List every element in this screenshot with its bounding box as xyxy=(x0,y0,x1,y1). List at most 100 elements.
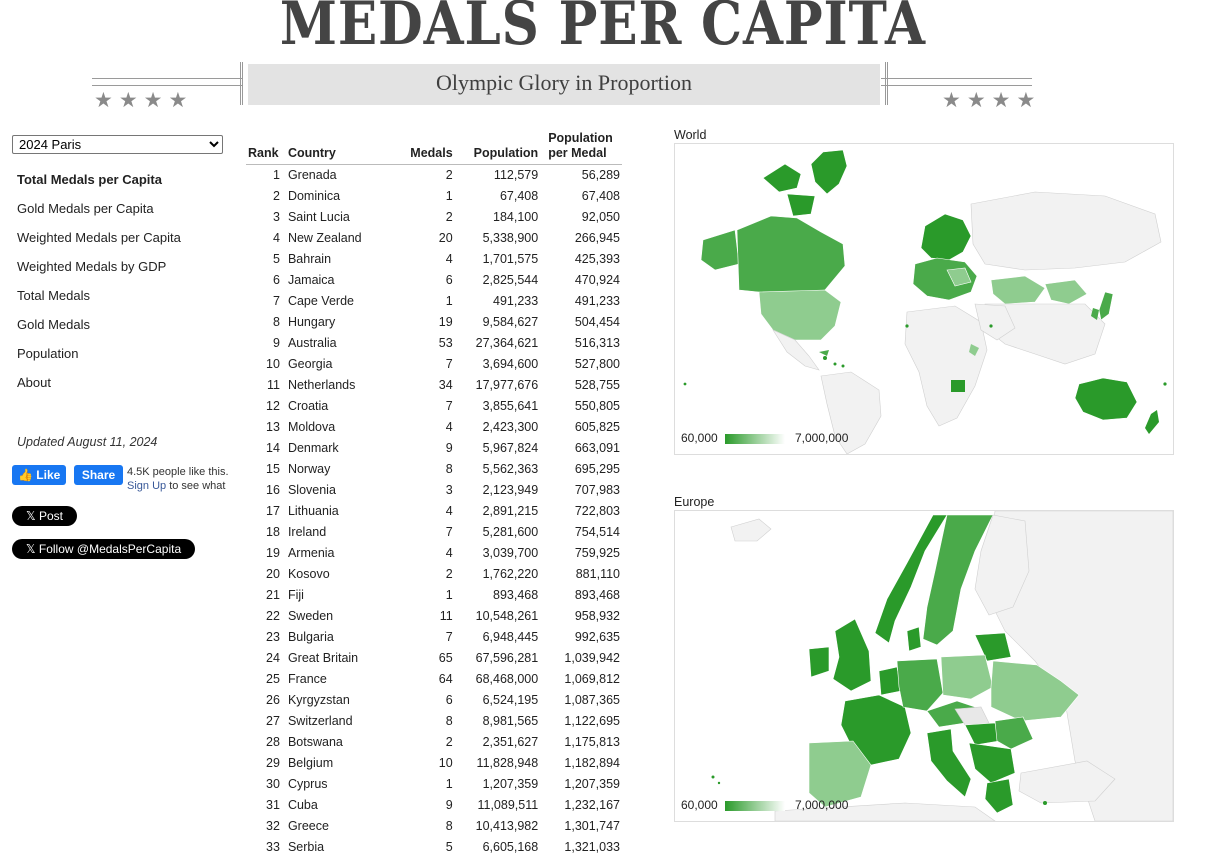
europe-legend-gradient xyxy=(725,801,785,811)
x-post-label: Post xyxy=(39,509,64,523)
nav-population[interactable]: Population xyxy=(17,346,79,361)
cell-country: New Zealand xyxy=(287,231,362,245)
cell-country: Norway xyxy=(287,462,331,476)
cell-rank: 22 xyxy=(266,609,280,623)
games-select[interactable]: 2024 Paris xyxy=(12,135,223,154)
sidebar-nav: Total Medals per Capita Gold Medals per … xyxy=(17,172,181,404)
cell-rank: 28 xyxy=(266,735,280,749)
cell-medals: 4 xyxy=(445,504,453,518)
cell-medals: 65 xyxy=(438,651,453,665)
cell-medals: 8 xyxy=(445,819,453,833)
cell-country: Belgium xyxy=(287,756,334,770)
cell-medals: 4 xyxy=(445,420,453,434)
nav-total-medals-per-capita[interactable]: Total Medals per Capita xyxy=(17,172,162,187)
cell-population: 2,351,627 xyxy=(482,735,539,749)
cell-country: Australia xyxy=(287,336,337,350)
cell-rank: 7 xyxy=(273,294,280,308)
cell-population-per-medal: 759,925 xyxy=(574,546,620,560)
cell-rank: 16 xyxy=(266,483,280,497)
facebook-signup-link[interactable]: Sign Up xyxy=(127,480,167,492)
nav-gold-medals-per-capita[interactable]: Gold Medals per Capita xyxy=(17,201,154,216)
nav-weighted-medals-per-capita[interactable]: Weighted Medals per Capita xyxy=(17,230,181,245)
cell-country: Grenada xyxy=(287,168,337,182)
cell-population: 184,100 xyxy=(493,210,539,224)
cell-population-per-medal: 1,207,359 xyxy=(564,777,620,791)
x-post-button[interactable]: 𝕏 Post xyxy=(12,506,77,526)
cell-rank: 21 xyxy=(266,588,280,602)
europe-map-label: Europe xyxy=(674,495,715,509)
header-population[interactable]: Population xyxy=(454,131,541,165)
header-population-per-medal[interactable]: Population per Medal xyxy=(540,131,622,165)
cell-country: Sweden xyxy=(287,609,334,623)
medals-table: Rank Country Medals Population Populatio… xyxy=(246,131,622,858)
table-row: 5 Bahrain 4 1,701,575 425,393 xyxy=(246,249,622,270)
cell-medals: 7 xyxy=(445,525,453,539)
cell-rank: 27 xyxy=(266,714,280,728)
cell-rank: 11 xyxy=(266,378,280,392)
cell-population-per-medal: 425,393 xyxy=(574,252,620,266)
cell-rank: 25 xyxy=(266,672,280,686)
star-icons-left: ★★★★ xyxy=(94,89,194,112)
cell-population: 1,762,220 xyxy=(482,567,539,581)
header-rail-left xyxy=(92,78,242,86)
header-medals[interactable]: Medals xyxy=(400,131,455,165)
table-row: 25 France 64 68,468,000 1,069,812 xyxy=(246,669,622,690)
table-row: 6 Jamaica 6 2,825,544 470,924 xyxy=(246,270,622,291)
nav-total-medals[interactable]: Total Medals xyxy=(17,288,90,303)
cell-population-per-medal: 605,825 xyxy=(574,420,620,434)
cell-population-per-medal: 958,932 xyxy=(574,609,620,623)
header-country[interactable]: Country xyxy=(281,131,401,165)
subtitle-banner: Olympic Glory in Proportion xyxy=(240,62,888,105)
table-row: 18 Ireland 7 5,281,600 754,514 xyxy=(246,522,622,543)
cell-population-per-medal: 1,087,365 xyxy=(564,693,620,707)
cell-population: 10,548,261 xyxy=(475,609,539,623)
cell-medals: 19 xyxy=(438,315,453,329)
cell-country: Switzerland xyxy=(287,714,353,728)
cell-country: Ireland xyxy=(287,525,327,539)
cell-population: 67,408 xyxy=(499,189,539,203)
cell-country: Croatia xyxy=(287,399,329,413)
x-follow-button[interactable]: 𝕏 Follow @MedalsPerCapita xyxy=(12,539,195,559)
cell-population-per-medal: 1,232,167 xyxy=(564,798,620,812)
cell-population-per-medal: 1,039,942 xyxy=(564,651,620,665)
table-row: 1 Grenada 2 112,579 56,289 xyxy=(246,165,622,187)
facebook-like-label: Like xyxy=(36,468,61,482)
cell-population: 8,981,565 xyxy=(482,714,539,728)
cell-rank: 31 xyxy=(266,798,280,812)
cell-country: Moldova xyxy=(287,420,336,434)
x-follow-label: Follow @MedalsPerCapita xyxy=(38,542,182,556)
world-map[interactable]: 60,000 7,000,000 xyxy=(674,143,1174,455)
nav-weighted-medals-by-gdp[interactable]: Weighted Medals by GDP xyxy=(17,259,167,274)
cell-rank: 1 xyxy=(273,168,280,182)
facebook-like-button[interactable]: 👍 Like xyxy=(12,465,67,485)
nav-gold-medals[interactable]: Gold Medals xyxy=(17,317,90,332)
cell-medals: 53 xyxy=(438,336,453,350)
europe-map[interactable]: 60,000 7,000,000 xyxy=(674,510,1174,822)
thumbs-up-icon: 👍 xyxy=(18,468,33,482)
cell-country: Great Britain xyxy=(287,651,359,665)
header-rank[interactable]: Rank xyxy=(246,131,282,165)
table-row: 24 Great Britain 65 67,596,281 1,039,942 xyxy=(246,648,622,669)
table-row: 29 Belgium 10 11,828,948 1,182,894 xyxy=(246,753,622,774)
cell-population-per-medal: 1,182,894 xyxy=(564,756,620,770)
cell-rank: 14 xyxy=(266,441,280,455)
facebook-count-text: 4.5K people like this. xyxy=(127,466,229,478)
table-row: 26 Kyrgyzstan 6 6,524,195 1,087,365 xyxy=(246,690,622,711)
cell-population-per-medal: 893,468 xyxy=(574,588,620,602)
nav-about[interactable]: About xyxy=(17,375,51,390)
cell-rank: 9 xyxy=(273,336,280,350)
cell-population: 112,579 xyxy=(493,168,539,182)
cell-country: France xyxy=(287,672,327,686)
cell-population: 6,524,195 xyxy=(482,693,539,707)
cell-population: 2,825,544 xyxy=(482,273,539,287)
cell-medals: 1 xyxy=(445,588,453,602)
cell-population: 6,948,445 xyxy=(482,630,539,644)
facebook-share-button[interactable]: Share xyxy=(74,465,123,485)
cell-medals: 3 xyxy=(445,483,453,497)
table-row: 8 Hungary 19 9,584,627 504,454 xyxy=(246,312,622,333)
cell-rank: 32 xyxy=(266,819,280,833)
cell-population-per-medal: 754,514 xyxy=(574,525,620,539)
header-rail-right xyxy=(881,78,1032,86)
cell-country: Hungary xyxy=(287,315,336,329)
cell-country: Cuba xyxy=(287,798,318,812)
